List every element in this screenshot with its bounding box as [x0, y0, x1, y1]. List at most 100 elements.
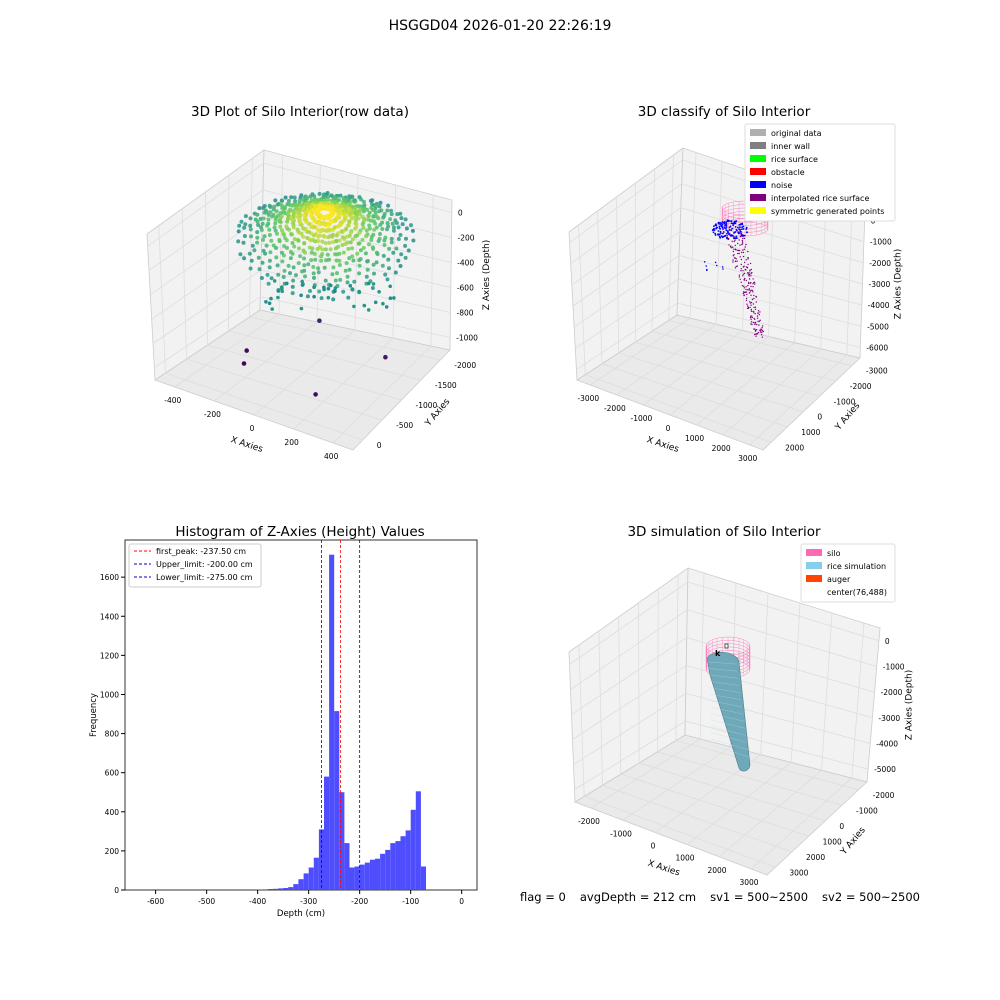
p2-legend-swatch [750, 155, 766, 162]
p1-lower-point [280, 289, 284, 294]
p4-center-marker: k [715, 649, 721, 658]
p4-auger-marker [724, 643, 729, 649]
hist-bar [420, 866, 426, 890]
p1-surface-point [291, 265, 296, 270]
hist-legend-label: Lower_limit: -275.00 cm [156, 573, 253, 582]
p1-surface-point [337, 263, 342, 267]
p1-surface-point [323, 278, 328, 283]
p1-surface-point [352, 279, 357, 284]
p1-lower-point [285, 281, 289, 286]
p2-interpolated-point [751, 289, 754, 292]
p1-surface-point [290, 291, 295, 296]
p1-surface-point [382, 243, 387, 247]
p1-lower-point [350, 287, 355, 291]
p2-interpolated-point [729, 233, 731, 235]
p2-interpolated-point [742, 249, 744, 251]
panel4-3d-simulation[interactable]: -2000 -1000 0 1000 2000 3000 3000 2000 1000 0 -100… [555, 540, 925, 885]
panel1-3d-scatter-plot[interactable]: -400-20002004000-500-1000-1500-20000-200… [130, 130, 500, 470]
p1-surface-point [343, 268, 348, 273]
p2-interpolated-point [742, 255, 745, 258]
p1-surface-point [242, 234, 247, 238]
p2-noise-point [739, 226, 741, 229]
p1-surface-point [269, 238, 274, 243]
p2-interpolated-point [740, 235, 742, 237]
p2-legend-swatch [750, 168, 766, 175]
hist-y-tick-label: 600 [105, 769, 120, 778]
hist-x-tick-label: -200 [351, 897, 368, 906]
p1-surface-point [347, 256, 352, 261]
p1-surface-point [380, 227, 385, 231]
p1-surface-point [261, 237, 265, 242]
panel3-histogram[interactable]: -600 -500 -400 -300 -200 -100 0 0 200 400 600 800 10… [80, 538, 490, 918]
p1-surface-point [275, 231, 279, 236]
p1-surface-point [255, 235, 260, 240]
hist-bar [278, 888, 284, 890]
p1-surface-point [364, 228, 369, 233]
p2-interpolated-point [744, 291, 747, 293]
p2-interpolated-point [750, 268, 752, 271]
p2-noise-point [726, 232, 728, 235]
p1-surface-point [262, 234, 267, 239]
p1-surface-point [256, 223, 261, 227]
p1-surface-point [264, 210, 269, 214]
p2-interpolated-point [741, 243, 743, 246]
p1-surface-point [333, 252, 338, 257]
p1-surface-point [283, 195, 288, 200]
panel2-3d-classify-plot[interactable]: -3000 -2000 -1000 0 1000 2000 3000 2000 1000 0 -10… [555, 120, 925, 470]
p1-surface-point [356, 216, 361, 221]
p1-lower-point [300, 283, 305, 287]
p1-surface-point [255, 212, 260, 217]
p1-surface-point [389, 236, 394, 241]
p2-interpolated-point [753, 306, 755, 309]
p1-surface-point [331, 297, 336, 302]
p1-surface-point [363, 251, 368, 256]
hist-x-tick-label: -600 [147, 897, 164, 906]
p1-surface-point [307, 245, 312, 250]
p2-interpolated-point [750, 272, 752, 275]
p2-interpolated-point [754, 330, 757, 332]
p1-surface-point [391, 250, 396, 255]
p2-interpolated-point [742, 273, 744, 275]
p2-interpolated-point [732, 255, 734, 257]
p1-surface-point [239, 219, 244, 224]
p2-noise-point [715, 223, 717, 226]
p2-interpolated-point [734, 239, 736, 241]
p1-surface-point [293, 199, 298, 204]
p2-interpolated-point [757, 312, 759, 314]
p1-surface-point [348, 230, 353, 235]
p1-surface-point [267, 265, 272, 270]
p2-noise-point [719, 230, 722, 233]
hist-bar [293, 884, 299, 890]
p1-lower-point [300, 279, 304, 284]
p2-noise-point [729, 220, 731, 222]
hist-bar [344, 843, 350, 890]
hist-bar [313, 857, 319, 890]
p1-surface-point [357, 258, 362, 263]
p2-noise-point [728, 229, 731, 231]
p2-interpolated-point [746, 293, 748, 296]
p2-x-tick-label: 1000 [685, 434, 704, 443]
p2-z-gridline [573, 254, 862, 328]
p4-rice-mesh-line [710, 726, 747, 736]
p4-rice-mesh-line [709, 687, 741, 693]
p1-surface-point [333, 278, 338, 283]
p2-interpolated-point [755, 329, 758, 331]
p2-legend-label: interpolated rice surface [771, 194, 869, 203]
p1-surface-point [334, 233, 339, 238]
p2-interpolated-point [747, 289, 749, 291]
p2-legend-swatch [750, 142, 766, 149]
p2-interpolated-point [751, 323, 753, 326]
p1-lower-point [326, 286, 331, 291]
p1-surface-point [256, 255, 261, 260]
p1-lower-point [299, 293, 303, 298]
p2-interpolated-point [761, 331, 763, 334]
p1-surface-point [297, 246, 301, 251]
p4-z-tick-label: -3000 [878, 714, 900, 723]
p4-y-gridline [638, 602, 826, 822]
hist-y-tick-label: 0 [114, 886, 119, 895]
p2-noise-point [739, 230, 742, 233]
p2-interpolated-point [749, 290, 752, 292]
p2-legend-label: original data [771, 129, 822, 138]
p1-surface-point [385, 221, 390, 226]
p2-interpolated-point [740, 270, 742, 272]
